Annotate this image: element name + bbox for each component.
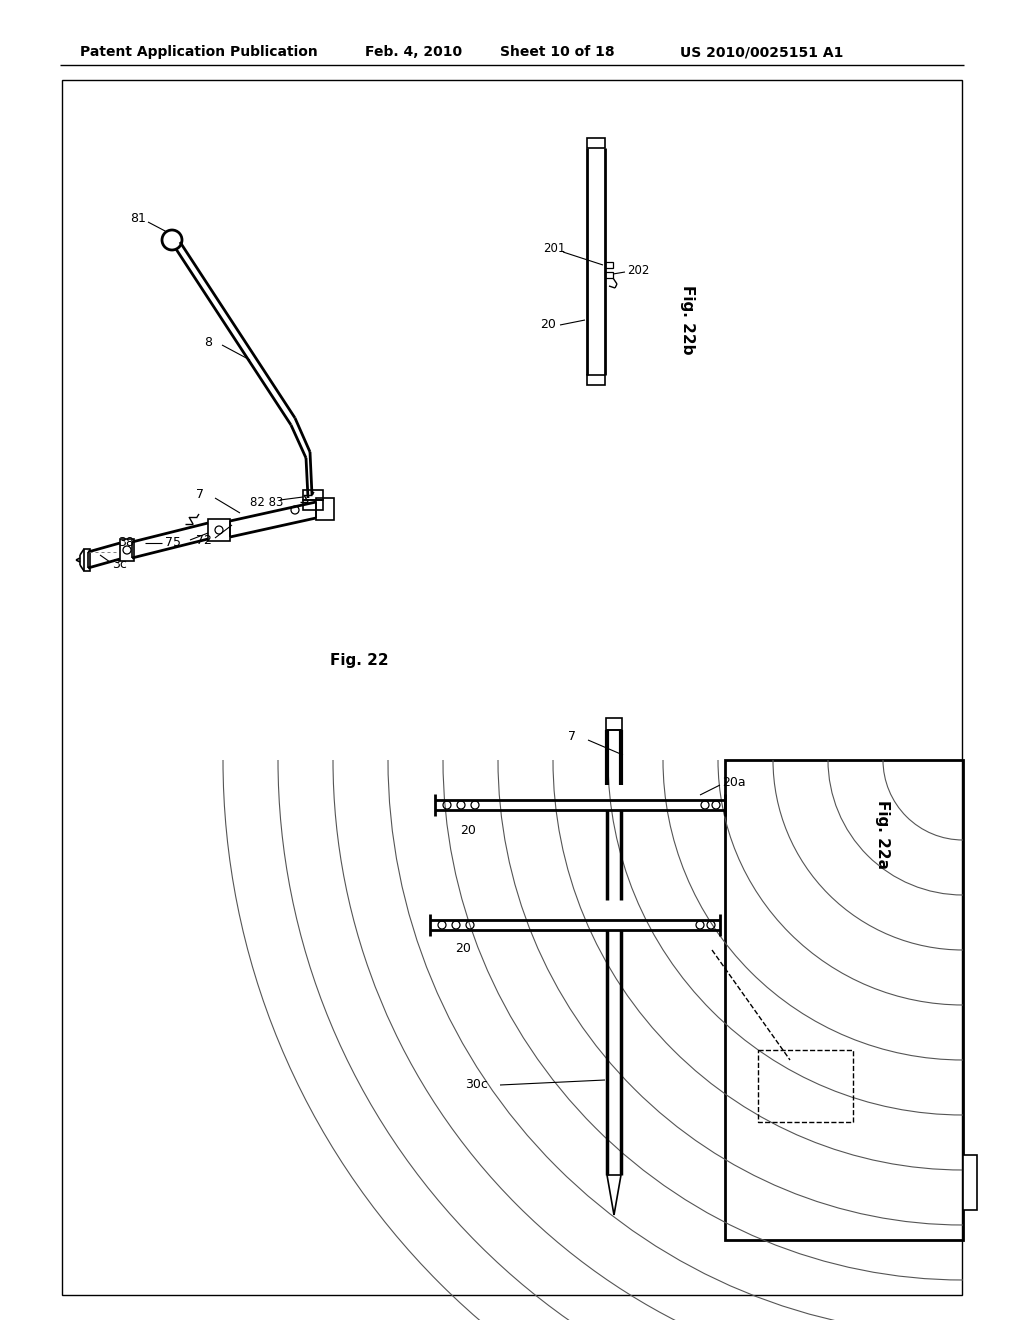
Text: 81: 81 <box>130 211 145 224</box>
Text: 20: 20 <box>460 824 476 837</box>
Text: 30c: 30c <box>465 1078 487 1092</box>
Bar <box>303 500 323 510</box>
Bar <box>587 375 605 385</box>
Text: 202: 202 <box>627 264 649 276</box>
Text: 201: 201 <box>543 242 565 255</box>
Bar <box>62 81 962 1295</box>
Bar <box>963 1155 977 1210</box>
Text: Patent Application Publication: Patent Application Publication <box>80 45 317 59</box>
Bar <box>605 272 613 279</box>
Text: 75: 75 <box>165 536 181 549</box>
Text: Sheet 10 of 18: Sheet 10 of 18 <box>500 45 614 59</box>
Bar <box>303 490 323 500</box>
Text: 72: 72 <box>196 533 212 546</box>
Bar <box>208 519 230 541</box>
Text: 20: 20 <box>455 941 471 954</box>
Text: Fig. 22b: Fig. 22b <box>680 285 695 355</box>
Text: 82 83: 82 83 <box>250 495 284 508</box>
Bar <box>605 261 613 268</box>
Bar <box>120 539 134 561</box>
Text: Feb. 4, 2010: Feb. 4, 2010 <box>365 45 462 59</box>
Bar <box>606 718 622 730</box>
Text: 3c: 3c <box>112 557 127 570</box>
Text: 7: 7 <box>196 487 204 500</box>
Text: 20: 20 <box>540 318 556 331</box>
Text: US 2010/0025151 A1: US 2010/0025151 A1 <box>680 45 844 59</box>
Text: Fig. 22a: Fig. 22a <box>874 800 890 869</box>
Text: 7: 7 <box>568 730 575 742</box>
Bar <box>758 1049 853 1122</box>
Bar <box>84 549 90 572</box>
Text: 20a: 20a <box>722 776 745 788</box>
Bar <box>316 498 334 520</box>
Text: Fig. 22: Fig. 22 <box>330 652 389 668</box>
Text: 38: 38 <box>118 536 134 549</box>
Text: 8: 8 <box>204 335 212 348</box>
Bar <box>725 760 963 1239</box>
Bar <box>587 139 605 148</box>
